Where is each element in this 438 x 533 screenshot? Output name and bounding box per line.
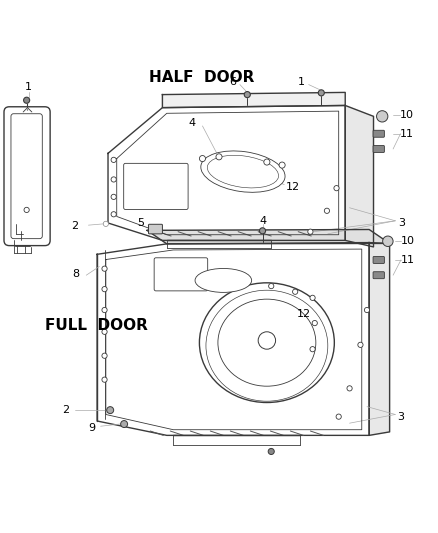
Text: 12: 12 [286,182,300,192]
Polygon shape [369,243,390,435]
Circle shape [24,207,29,213]
Circle shape [102,308,107,313]
Polygon shape [345,106,374,247]
Circle shape [383,236,393,246]
Circle shape [312,320,318,326]
Circle shape [102,266,107,271]
Text: 1: 1 [298,77,305,87]
Polygon shape [147,230,390,244]
Text: 6: 6 [230,77,237,87]
FancyBboxPatch shape [4,107,50,246]
Circle shape [244,92,251,98]
FancyBboxPatch shape [154,258,208,291]
Circle shape [336,414,341,419]
Circle shape [111,212,116,217]
Circle shape [318,90,324,96]
FancyBboxPatch shape [373,146,385,152]
Text: 2: 2 [71,221,78,231]
FancyBboxPatch shape [373,256,385,263]
Text: 1: 1 [25,82,32,92]
Text: 9: 9 [88,423,95,433]
Text: 11: 11 [401,255,415,265]
Polygon shape [162,92,345,108]
Text: 3: 3 [398,218,405,228]
FancyBboxPatch shape [148,224,162,234]
Circle shape [264,159,270,165]
Circle shape [364,308,370,313]
Circle shape [377,111,388,122]
Circle shape [107,407,114,414]
Text: 4: 4 [188,118,196,128]
Text: 12: 12 [297,309,311,319]
FancyBboxPatch shape [11,114,42,239]
Ellipse shape [201,151,285,192]
Text: 8: 8 [72,269,79,279]
Text: 4: 4 [259,216,266,226]
Circle shape [102,377,107,382]
Circle shape [24,97,30,103]
Text: HALF  DOOR: HALF DOOR [149,70,255,85]
Circle shape [358,342,363,348]
Polygon shape [97,243,369,435]
Circle shape [268,284,274,289]
Text: 5: 5 [137,218,144,228]
Circle shape [334,185,339,191]
Ellipse shape [195,269,252,293]
Circle shape [268,448,274,455]
Circle shape [103,221,109,227]
Circle shape [258,332,276,349]
Circle shape [259,228,265,234]
Ellipse shape [207,155,279,188]
FancyBboxPatch shape [373,130,385,137]
Text: FULL  DOOR: FULL DOOR [45,318,148,333]
Text: 11: 11 [400,129,414,139]
Circle shape [324,208,329,213]
Circle shape [310,346,315,352]
Circle shape [347,386,352,391]
Text: 3: 3 [397,411,404,422]
Circle shape [102,353,107,358]
Circle shape [111,194,116,199]
Text: 10: 10 [400,110,414,120]
Circle shape [120,421,127,427]
Circle shape [293,289,298,294]
Polygon shape [108,106,345,240]
Text: 10: 10 [401,236,415,246]
Circle shape [102,329,107,334]
Circle shape [216,154,222,160]
Text: 2: 2 [62,405,69,415]
Circle shape [111,157,116,163]
Circle shape [279,162,285,168]
FancyBboxPatch shape [373,272,385,279]
Circle shape [111,177,116,182]
Ellipse shape [199,283,334,402]
Circle shape [308,229,313,235]
Ellipse shape [218,299,316,386]
Circle shape [199,156,205,161]
Circle shape [310,295,315,301]
Circle shape [102,287,107,292]
FancyBboxPatch shape [124,163,188,209]
